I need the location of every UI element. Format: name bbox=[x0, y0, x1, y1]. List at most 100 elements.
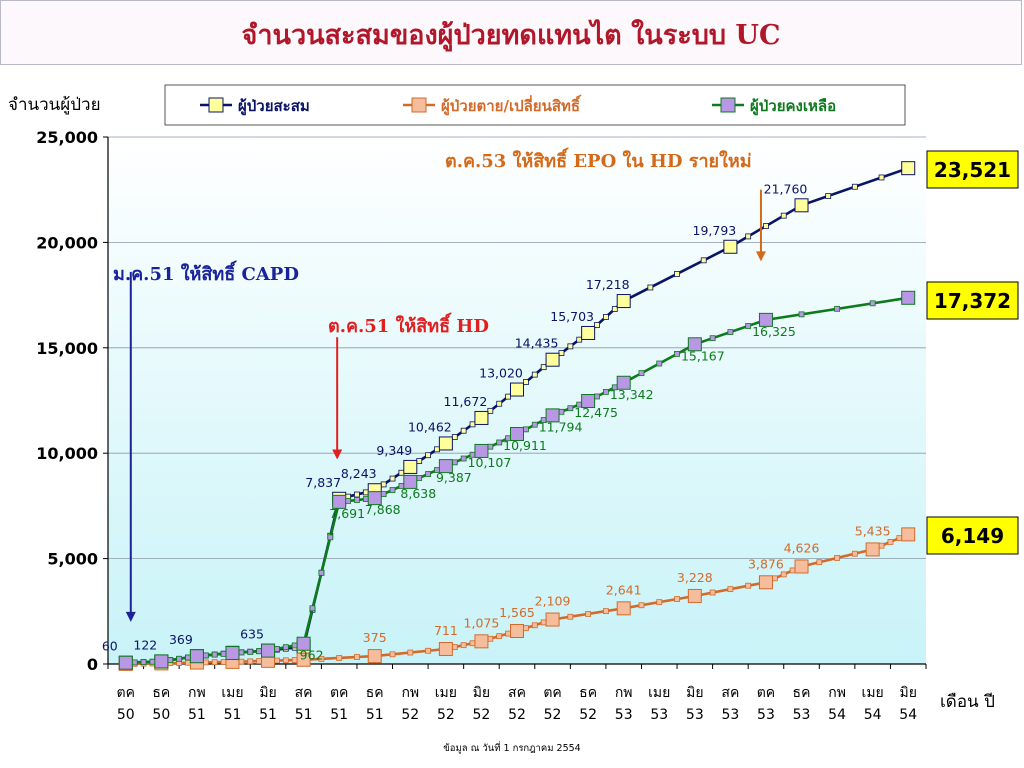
cumulative-minor-point bbox=[576, 336, 583, 343]
died-minor-point bbox=[789, 567, 796, 574]
remaining-point bbox=[189, 649, 204, 664]
remaining-minor-point bbox=[834, 305, 840, 312]
x-tick-month: เมย bbox=[221, 685, 243, 701]
remaining-point bbox=[901, 290, 916, 305]
cumulative-minor-point bbox=[567, 343, 574, 350]
remaining-data-label: 7,691 bbox=[329, 506, 365, 521]
x-tick-year: 51 bbox=[330, 707, 348, 723]
annotation-arrowhead bbox=[125, 611, 136, 622]
remaining-minor-point bbox=[451, 459, 458, 466]
remaining-data-label: 7,868 bbox=[365, 502, 401, 517]
cumulative-data-label: 60 bbox=[102, 639, 118, 654]
remaining-minor-point bbox=[496, 439, 503, 446]
died-minor-point bbox=[354, 654, 360, 660]
remaining-minor-point bbox=[709, 335, 716, 342]
x-tick-month: ตค bbox=[117, 685, 135, 701]
remaining-minor-point bbox=[247, 648, 254, 655]
remaining-minor-point bbox=[309, 605, 316, 612]
x-tick-month: ธค bbox=[793, 685, 811, 701]
x-tick-month: เมย bbox=[862, 685, 884, 701]
died-minor-point bbox=[674, 596, 680, 602]
died-minor-point bbox=[291, 657, 298, 663]
cumulative-data-label: 21,760 bbox=[764, 181, 808, 196]
died-legend-marker bbox=[411, 97, 427, 113]
cumulative-legend-marker bbox=[208, 97, 224, 113]
died-minor-point bbox=[585, 611, 592, 617]
title-bar: จำนวนสะสมของผู้ป่วยทดแทนไต ในระบบ UC bbox=[0, 0, 1022, 65]
cumulative-minor-point bbox=[505, 393, 512, 400]
died-minor-point bbox=[185, 659, 191, 666]
remaining-minor-point bbox=[745, 323, 752, 329]
cumulative-final-box bbox=[926, 150, 1019, 189]
died-minor-point bbox=[522, 625, 529, 632]
died-data-label: 4,626 bbox=[784, 540, 820, 555]
died-point bbox=[474, 634, 489, 649]
x-axis-label: เดือน ปี bbox=[940, 692, 995, 712]
died-point bbox=[296, 652, 311, 667]
died-final-value: 6,149 bbox=[941, 524, 1004, 548]
cumulative-data-label: 15,703 bbox=[550, 309, 594, 324]
died-minor-point bbox=[238, 658, 245, 665]
remaining-minor-point bbox=[798, 311, 805, 318]
remaining-data-label: 962 bbox=[300, 648, 324, 663]
died-point bbox=[616, 601, 631, 616]
died-minor-point bbox=[727, 586, 734, 593]
remaining-data-label: 11,794 bbox=[539, 419, 583, 434]
died-data-label: 1,075 bbox=[464, 615, 500, 630]
x-tick-month: เมย bbox=[648, 685, 670, 701]
x-tick-year: 51 bbox=[366, 707, 384, 723]
remaining-minor-point bbox=[291, 642, 298, 649]
plot-area bbox=[108, 137, 926, 664]
cumulative-data-label: 13,020 bbox=[479, 366, 523, 381]
cumulative-point bbox=[438, 436, 453, 451]
died-minor-point bbox=[247, 658, 254, 665]
remaining-point bbox=[367, 491, 382, 506]
x-tick-month: สค bbox=[721, 685, 739, 701]
cumulative-data-label: 369 bbox=[169, 632, 193, 647]
annotation-arrowhead bbox=[332, 449, 343, 460]
cumulative-point bbox=[510, 382, 524, 397]
cumulative-minor-point bbox=[611, 306, 618, 312]
cumulative-data-label: 10,462 bbox=[408, 419, 452, 434]
x-tick-month: กพ bbox=[615, 685, 633, 701]
x-tick-month: ธค bbox=[366, 685, 384, 701]
remaining-minor-point bbox=[603, 388, 609, 395]
x-tick-year: 50 bbox=[117, 707, 135, 723]
died-minor-point bbox=[256, 658, 263, 665]
remaining-data-label: 15,167 bbox=[681, 348, 725, 363]
cumulative-minor-point bbox=[425, 452, 431, 459]
died-minor-point bbox=[887, 539, 894, 545]
remaining-minor-point bbox=[869, 300, 876, 307]
cumulative-minor-point bbox=[851, 183, 858, 190]
y-tick-label: 0 bbox=[87, 655, 98, 674]
x-tick-month: ตค bbox=[757, 685, 775, 701]
remaining-minor-point bbox=[167, 657, 174, 664]
x-tick-year: 53 bbox=[615, 707, 633, 723]
y-axis-label: จำนวนผู้ป่วย bbox=[8, 95, 101, 115]
remaining-minor-point bbox=[140, 659, 147, 665]
died-minor-point bbox=[496, 633, 503, 640]
remaining-point bbox=[296, 636, 311, 651]
x-tick-month: สค bbox=[295, 685, 313, 701]
remaining-minor-point bbox=[202, 652, 209, 659]
y-tick-label: 15,000 bbox=[36, 339, 98, 358]
cumulative-minor-point bbox=[700, 257, 707, 264]
remaining-minor-point bbox=[674, 350, 680, 357]
died-data-label: 3,876 bbox=[748, 556, 784, 571]
cumulative-minor-point bbox=[469, 421, 476, 428]
remaining-minor-point bbox=[389, 487, 396, 493]
x-tick-year: 52 bbox=[579, 707, 597, 723]
cumulative-minor-point bbox=[763, 223, 769, 229]
remaining-data-label: 13,342 bbox=[610, 387, 654, 402]
died-minor-point bbox=[425, 647, 431, 654]
x-tick-year: 54 bbox=[828, 707, 846, 723]
remaining-point bbox=[616, 375, 631, 390]
cumulative-point bbox=[723, 239, 738, 254]
died-point bbox=[865, 542, 880, 557]
cumulative-minor-point bbox=[451, 434, 458, 440]
cumulative-minor-point bbox=[780, 212, 787, 219]
died-point bbox=[438, 642, 453, 657]
remaining-point bbox=[154, 654, 169, 669]
cumulative-data-label: 9,349 bbox=[376, 443, 412, 458]
died-minor-point bbox=[469, 640, 476, 647]
